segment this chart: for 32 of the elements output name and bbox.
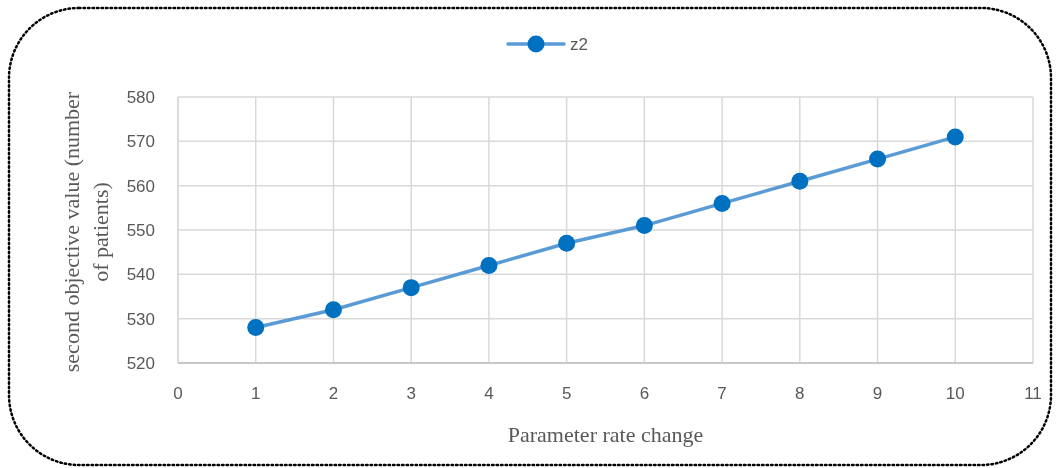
point [324, 301, 342, 319]
x-tick-label: 3 [406, 384, 416, 403]
x-tick-label: 0 [173, 384, 183, 403]
y-tick-label: 580 [126, 87, 155, 107]
legend-label: z2 [570, 34, 588, 54]
x-tick-label: 4 [484, 384, 494, 403]
point [558, 234, 576, 252]
point [869, 150, 887, 168]
point [402, 279, 420, 297]
x-tick-label: 10 [945, 384, 965, 403]
point [480, 256, 498, 274]
y-tick-label: 520 [126, 353, 155, 373]
y-tick-label: 570 [126, 132, 155, 152]
x-tick-label: 1 [250, 384, 261, 403]
y-tick-label: 560 [126, 176, 155, 196]
y-tick-label: 530 [126, 309, 155, 329]
x-axis-title: Parameter rate change [507, 422, 704, 447]
x-tick-label: 7 [717, 384, 727, 403]
x-tick-label: 8 [795, 384, 805, 403]
x-tick-label: 9 [872, 384, 883, 403]
x-tick-label: 2 [328, 384, 339, 403]
x-tick-label: 5 [561, 384, 572, 403]
point [791, 172, 809, 190]
point [635, 217, 653, 235]
point [247, 319, 265, 337]
y-tick-label: 540 [126, 265, 155, 285]
y-tick-label: 550 [126, 220, 155, 240]
y-axis-title: second objective value (number of patients) [59, 91, 113, 373]
point [946, 128, 964, 146]
x-tick-label: 6 [639, 384, 650, 403]
x-tick-label: 11 [1024, 384, 1042, 403]
point [713, 194, 731, 212]
